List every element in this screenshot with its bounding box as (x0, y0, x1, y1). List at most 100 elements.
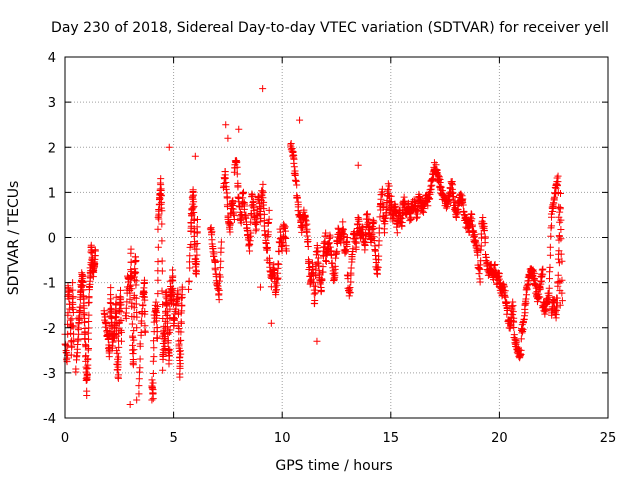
data-point (266, 259, 274, 267)
data-point (178, 302, 186, 310)
data-point (265, 215, 273, 223)
data-point (547, 232, 555, 240)
data-point (153, 334, 161, 342)
data-point (151, 308, 159, 316)
data-point (322, 250, 330, 258)
data-point (273, 275, 281, 283)
data-point (141, 279, 149, 287)
data-point (344, 275, 352, 283)
data-point (548, 222, 556, 230)
data-point (501, 287, 509, 295)
data-point (85, 324, 93, 332)
data-point (264, 219, 272, 227)
x-tick-label: 0 (61, 431, 69, 446)
data-point (193, 215, 201, 223)
data-point (548, 213, 555, 221)
data-point (311, 289, 319, 297)
data-point (267, 319, 275, 327)
data-point (436, 182, 444, 190)
data-point (132, 257, 140, 265)
data-point (296, 116, 304, 124)
data-point (368, 229, 376, 237)
data-point (400, 197, 408, 205)
data-point (406, 217, 414, 225)
data-point (557, 235, 565, 243)
data-point (104, 336, 112, 344)
data-point (130, 336, 138, 344)
data-point (312, 282, 320, 290)
data-point (375, 237, 383, 245)
data-point (233, 170, 241, 178)
data-point (178, 283, 186, 291)
data-point (340, 233, 348, 241)
data-point (381, 229, 389, 237)
data-point (400, 193, 408, 201)
data-point (248, 191, 256, 199)
data-point (369, 216, 377, 224)
data-point (549, 207, 557, 215)
data-point (245, 234, 253, 242)
data-point (222, 121, 230, 129)
data-point (546, 263, 554, 271)
data-point (69, 308, 77, 316)
data-point (154, 258, 162, 266)
y-tick-label: 0 (48, 232, 56, 247)
data-point (234, 182, 242, 190)
data-point (85, 335, 93, 343)
data-point (438, 187, 446, 195)
data-point (509, 311, 517, 319)
data-point (518, 329, 526, 337)
data-point (301, 213, 309, 221)
data-point (117, 337, 125, 345)
data-point (305, 258, 313, 266)
data-point (177, 318, 185, 326)
data-point (495, 270, 503, 278)
data-point (148, 396, 156, 404)
data-point (130, 304, 138, 312)
data-point (554, 278, 562, 286)
data-point (375, 252, 383, 260)
data-point (513, 337, 521, 345)
data-point (215, 296, 223, 304)
data-point (217, 244, 225, 252)
data-point (69, 322, 77, 330)
data-point (165, 352, 173, 360)
data-point (326, 233, 334, 241)
data-point (190, 202, 198, 210)
data-point (468, 215, 476, 223)
data-point (157, 192, 165, 200)
data-point (259, 194, 267, 202)
data-point (398, 219, 406, 227)
data-point (355, 217, 363, 225)
data-point (80, 295, 88, 303)
data-point (117, 308, 125, 316)
data-point (502, 298, 510, 306)
data-point (312, 272, 320, 280)
data-point (166, 326, 174, 334)
data-point (347, 278, 355, 286)
data-point (107, 284, 115, 292)
data-points (61, 85, 566, 408)
data-point (557, 225, 565, 233)
data-point (176, 373, 184, 381)
data-point (84, 345, 92, 353)
data-point (445, 195, 453, 203)
data-point (76, 303, 84, 311)
data-point (546, 251, 554, 259)
data-point (288, 147, 296, 155)
data-point (166, 305, 174, 313)
data-point (132, 281, 140, 289)
data-point (323, 249, 331, 257)
y-tick-label: 2 (48, 141, 56, 156)
data-point (149, 395, 157, 403)
data-point (435, 175, 443, 183)
data-point (217, 238, 225, 246)
data-point (424, 202, 432, 210)
data-point (208, 228, 216, 236)
data-point (176, 360, 184, 368)
data-point (375, 224, 383, 232)
data-point (209, 244, 217, 252)
data-point (141, 328, 149, 336)
data-point (370, 218, 378, 226)
data-point (508, 302, 516, 310)
